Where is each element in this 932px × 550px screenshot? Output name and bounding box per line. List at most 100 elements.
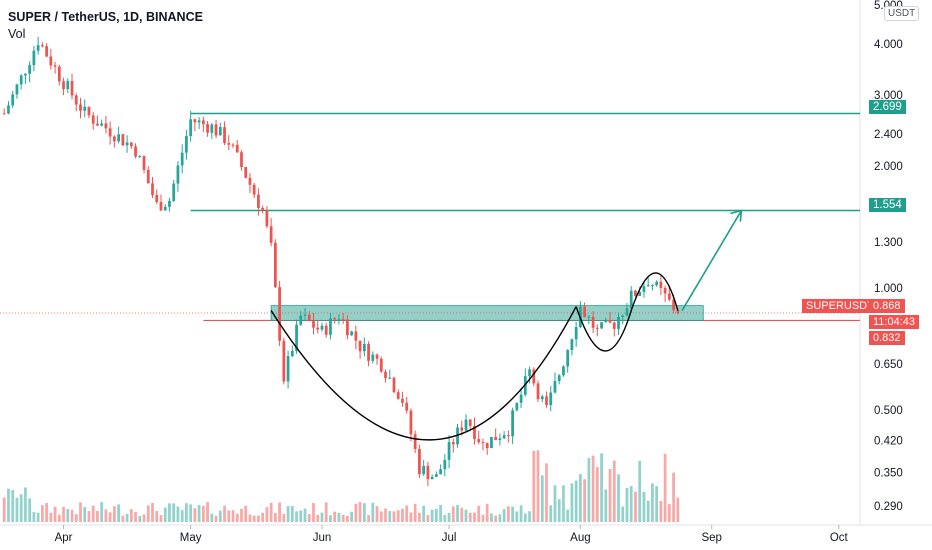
- volume-bar: [515, 511, 519, 522]
- candle-body: [235, 144, 239, 153]
- candle-body: [655, 281, 659, 286]
- volume-bar: [193, 508, 197, 522]
- volume-bar: [235, 513, 239, 522]
- volume-bar: [36, 512, 40, 522]
- volume-bar: [676, 497, 680, 522]
- volume-bar: [189, 504, 193, 522]
- candle-body: [333, 318, 337, 320]
- volume-bar: [625, 487, 629, 522]
- volume-bar: [481, 514, 485, 522]
- volume-bar: [439, 504, 442, 522]
- candle-body: [113, 136, 116, 142]
- price-tick-label: 0.420: [874, 436, 903, 448]
- bar-countdown-label: 11:04:43: [869, 315, 920, 329]
- volume-bar: [45, 503, 48, 522]
- candle-body: [460, 427, 464, 431]
- volume-bar: [498, 514, 502, 522]
- candle-body: [346, 319, 349, 336]
- candle-body: [672, 299, 675, 311]
- breakout-zone: [270, 305, 704, 321]
- candle-body: [562, 366, 565, 376]
- candle-body: [375, 354, 379, 359]
- candle-body: [2, 113, 6, 115]
- candle-body: [108, 128, 112, 137]
- candle-body: [210, 124, 214, 133]
- candle-body: [40, 45, 44, 47]
- volume-bar: [307, 514, 311, 522]
- volume-bar: [485, 503, 489, 522]
- candle-body: [24, 73, 27, 76]
- candle-body: [278, 287, 281, 341]
- candle-body: [62, 81, 65, 90]
- candle-body: [676, 310, 680, 313]
- candle-body: [193, 119, 197, 123]
- volume-bar: [201, 505, 205, 522]
- candle-body: [15, 84, 19, 95]
- candle-body: [53, 65, 57, 67]
- candle-body: [240, 152, 243, 168]
- volume-bar: [248, 514, 252, 522]
- candle-body: [642, 286, 646, 292]
- volume-bar: [545, 463, 548, 522]
- cup-curve: [270, 306, 577, 441]
- candle-body: [96, 123, 99, 126]
- candle-body: [227, 142, 231, 145]
- volume-bar: [430, 509, 434, 522]
- volume-bar: [142, 514, 146, 522]
- volume-bar: [396, 510, 400, 522]
- candle-body: [646, 285, 650, 287]
- candle-body: [490, 437, 493, 449]
- candle-body: [28, 65, 32, 74]
- candle-body: [201, 120, 205, 125]
- candle-body: [45, 46, 48, 57]
- candle-body: [553, 381, 557, 393]
- candle-body: [282, 340, 286, 382]
- candle-body: [218, 127, 222, 136]
- volume-bar: [240, 508, 243, 522]
- candle-body: [134, 146, 137, 157]
- volume-bar: [155, 510, 159, 522]
- volume-bar: [388, 511, 392, 522]
- candle-body: [506, 435, 510, 437]
- volume-indicator-label[interactable]: Vol: [8, 27, 26, 41]
- volume-bar: [562, 485, 565, 522]
- candle-body: [367, 344, 370, 361]
- currency-button[interactable]: USDT: [884, 6, 920, 21]
- candle-body: [485, 442, 489, 449]
- candle-body: [341, 318, 345, 320]
- volume-bar: [159, 515, 163, 522]
- volume-bar: [303, 508, 307, 522]
- chart-symbol-title[interactable]: SUPER / TetherUS, 1D, BINANCE: [8, 10, 203, 24]
- candle-body: [515, 402, 519, 411]
- volume-bar: [231, 510, 235, 522]
- candle-body: [172, 183, 176, 201]
- volume-bar: [286, 506, 290, 522]
- candle-body: [388, 377, 392, 379]
- candle-body: [574, 327, 578, 340]
- candle-body: [129, 142, 133, 147]
- volume-bar: [468, 512, 472, 522]
- volume-bar: [324, 502, 328, 522]
- candle-body: [422, 465, 426, 475]
- volume-bar: [151, 502, 154, 522]
- volume-bar: [413, 503, 417, 522]
- candle-body: [320, 325, 324, 330]
- volume-bar: [214, 515, 218, 522]
- volume-bar: [553, 485, 557, 522]
- volume-bar: [269, 502, 273, 522]
- volume-bar: [409, 512, 413, 522]
- volume-bar: [587, 458, 591, 522]
- candle-body: [257, 194, 260, 209]
- candle-body: [638, 291, 642, 297]
- volume-bar: [210, 513, 214, 522]
- volume-bar: [7, 488, 10, 522]
- volume-bar: [608, 469, 612, 522]
- volume-bar: [456, 504, 459, 522]
- candle-body: [384, 371, 387, 379]
- candle-body: [430, 476, 434, 480]
- candle-body: [659, 281, 663, 288]
- candle-body: [350, 331, 354, 336]
- volume-bar: [426, 515, 430, 522]
- candle-body: [426, 465, 430, 480]
